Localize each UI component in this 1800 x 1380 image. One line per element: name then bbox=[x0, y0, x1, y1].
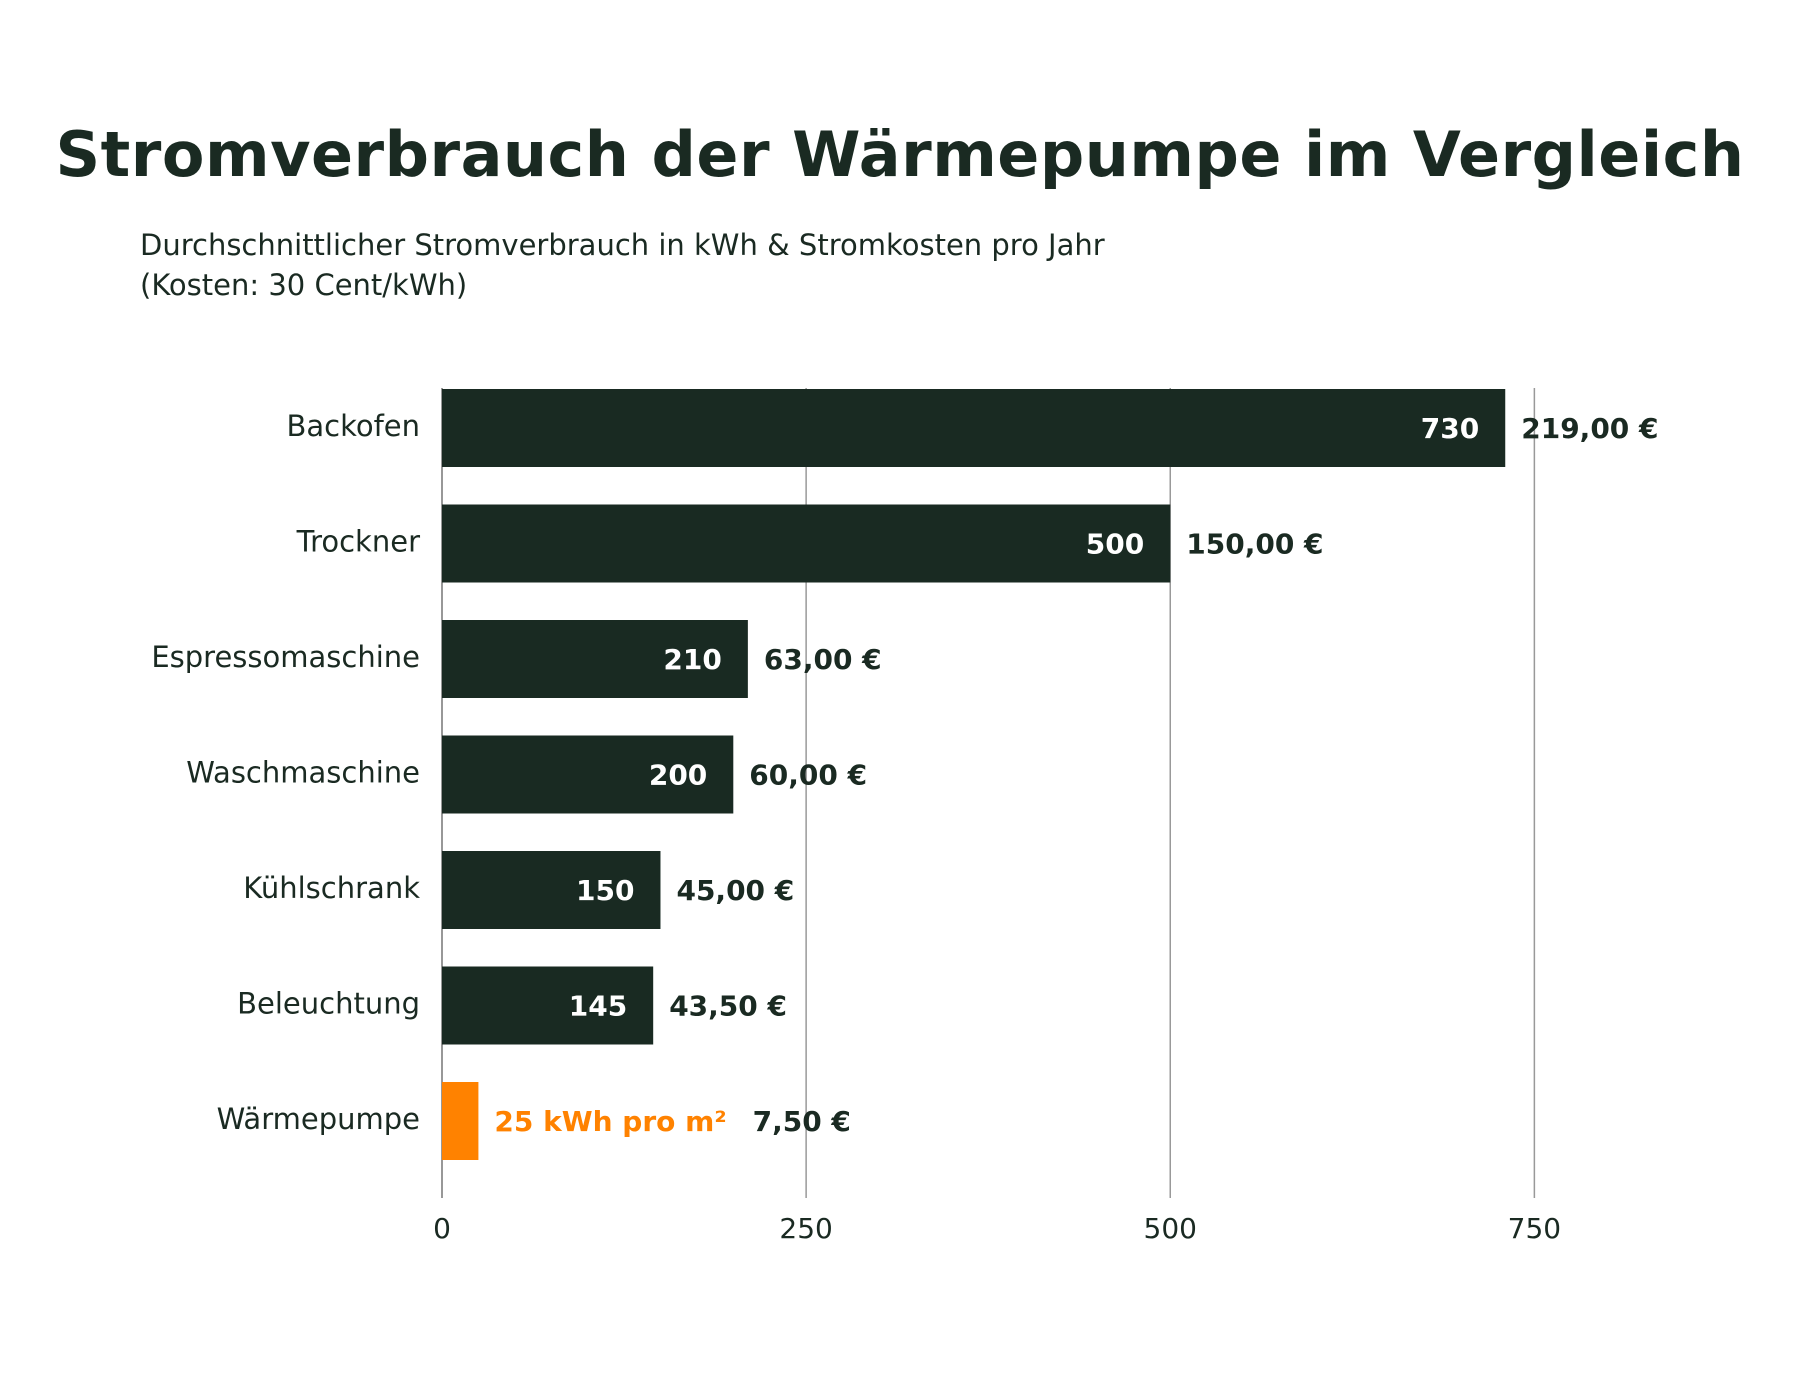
subtitle-line-1: Durchschnittlicher Stromverbrauch in kWh… bbox=[140, 228, 1105, 262]
bar-espressomaschine bbox=[442, 620, 748, 698]
cost-label: 219,00 € bbox=[1521, 412, 1658, 445]
value-label: 500 bbox=[1086, 528, 1144, 561]
subtitle-line-2: (Kosten: 30 Cent/kWh) bbox=[140, 268, 468, 302]
value-label: 150 bbox=[576, 874, 634, 907]
bar-kühlschrank bbox=[442, 851, 661, 929]
cost-label: 43,50 € bbox=[669, 990, 787, 1023]
bar-wärmepumpe bbox=[442, 1082, 479, 1160]
bar-waschmaschine bbox=[442, 735, 734, 814]
value-label: 730 bbox=[1421, 412, 1479, 445]
bars bbox=[442, 389, 1506, 1160]
category-label: Beleuchtung bbox=[237, 987, 420, 1021]
cost-label: 63,00 € bbox=[764, 643, 882, 676]
x-tick-label: 0 bbox=[433, 1212, 451, 1245]
labels: Backofen 730 219,00 € Trockner 500 150,00 € Es… bbox=[151, 409, 1658, 1138]
chart-title: Stromverbrauch der Wärmepumpe im Verglei… bbox=[55, 118, 1745, 191]
value-label: 25 kWh pro m² bbox=[494, 1105, 726, 1138]
category-label: Kühlschrank bbox=[243, 871, 420, 905]
x-tick-label: 750 bbox=[1508, 1212, 1561, 1245]
value-label: 210 bbox=[663, 643, 721, 676]
category-label: Trockner bbox=[296, 525, 420, 559]
bar-trockner bbox=[442, 504, 1171, 583]
cost-label: 60,00 € bbox=[749, 759, 867, 792]
category-label: Backofen bbox=[286, 409, 420, 443]
value-label: 145 bbox=[569, 990, 627, 1023]
bar-beleuchtung bbox=[442, 966, 654, 1045]
category-label: Waschmaschine bbox=[186, 756, 420, 790]
category-label: Espressomaschine bbox=[151, 640, 420, 674]
value-label: 200 bbox=[649, 759, 707, 792]
cost-label: 7,50 € bbox=[753, 1105, 851, 1138]
x-tick-label: 250 bbox=[779, 1212, 832, 1245]
chart-subtitle: Durchschnittlicher Stromverbrauch in kWh… bbox=[140, 225, 1105, 305]
cost-label: 45,00 € bbox=[676, 874, 794, 907]
x-axis: 0 250 500 750 bbox=[433, 1212, 1561, 1245]
category-label: Wärmepumpe bbox=[217, 1102, 420, 1136]
x-tick-label: 500 bbox=[1144, 1212, 1197, 1245]
bar-backofen bbox=[442, 389, 1506, 467]
cost-label: 150,00 € bbox=[1186, 528, 1323, 561]
